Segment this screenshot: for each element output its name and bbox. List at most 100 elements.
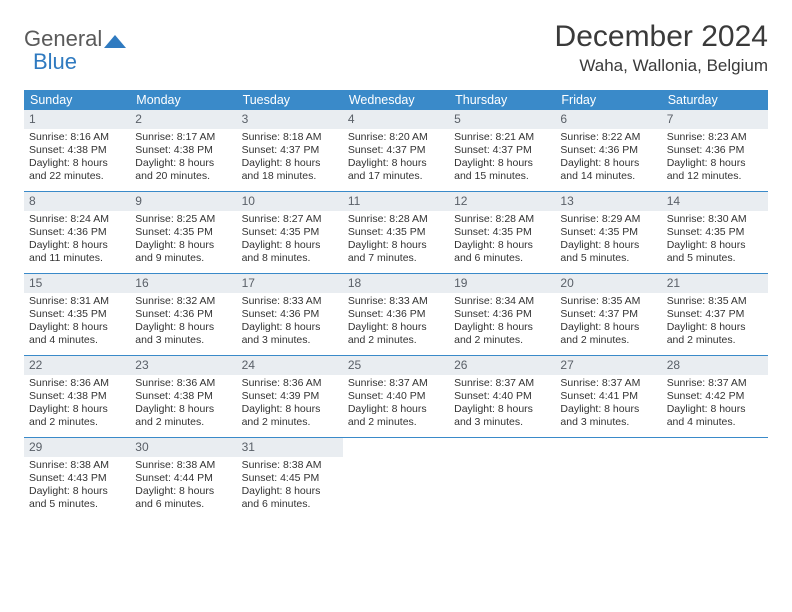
day-number: 18 (343, 274, 449, 293)
day-cell: 1Sunrise: 8:16 AMSunset: 4:38 PMDaylight… (24, 110, 130, 191)
day-body: Sunrise: 8:37 AMSunset: 4:40 PMDaylight:… (343, 377, 449, 434)
weeks-container: 1Sunrise: 8:16 AMSunset: 4:38 PMDaylight… (24, 110, 768, 520)
day-sunrise: Sunrise: 8:27 AM (242, 213, 338, 226)
day-cell: 26Sunrise: 8:37 AMSunset: 4:40 PMDayligh… (449, 356, 555, 437)
day-cell: 23Sunrise: 8:36 AMSunset: 4:38 PMDayligh… (130, 356, 236, 437)
day-sunrise: Sunrise: 8:32 AM (135, 295, 231, 308)
day-dl1: Daylight: 8 hours (29, 239, 125, 252)
day-body: Sunrise: 8:34 AMSunset: 4:36 PMDaylight:… (449, 295, 555, 352)
day-dl1: Daylight: 8 hours (560, 403, 656, 416)
day-dl1: Daylight: 8 hours (135, 321, 231, 334)
day-number: 21 (662, 274, 768, 293)
day-body: Sunrise: 8:38 AMSunset: 4:44 PMDaylight:… (130, 459, 236, 516)
day-cell: 3Sunrise: 8:18 AMSunset: 4:37 PMDaylight… (237, 110, 343, 191)
day-number: 11 (343, 192, 449, 211)
day-number: 2 (130, 110, 236, 129)
day-cell: 29Sunrise: 8:38 AMSunset: 4:43 PMDayligh… (24, 438, 130, 520)
day-cell: 10Sunrise: 8:27 AMSunset: 4:35 PMDayligh… (237, 192, 343, 273)
day-dl1: Daylight: 8 hours (135, 485, 231, 498)
day-dl1: Daylight: 8 hours (135, 403, 231, 416)
day-dl2: and 5 minutes. (29, 498, 125, 511)
day-cell: 27Sunrise: 8:37 AMSunset: 4:41 PMDayligh… (555, 356, 661, 437)
day-dl2: and 4 minutes. (667, 416, 763, 429)
day-sunrise: Sunrise: 8:37 AM (560, 377, 656, 390)
day-number: 30 (130, 438, 236, 457)
day-dl2: and 18 minutes. (242, 170, 338, 183)
day-dl1: Daylight: 8 hours (29, 403, 125, 416)
day-body: Sunrise: 8:29 AMSunset: 4:35 PMDaylight:… (555, 213, 661, 270)
day-sunset: Sunset: 4:36 PM (29, 226, 125, 239)
day-dl2: and 3 minutes. (454, 416, 550, 429)
dayhead-wed: Wednesday (343, 90, 449, 110)
day-number: 20 (555, 274, 661, 293)
day-cell (662, 438, 768, 520)
day-body: Sunrise: 8:23 AMSunset: 4:36 PMDaylight:… (662, 131, 768, 188)
day-cell: 11 Sunrise: 8:28 AMSunset: 4:35 PMDayligh… (343, 192, 449, 273)
day-number: 28 (662, 356, 768, 375)
week-row: 8Sunrise: 8:24 AMSunset: 4:36 PMDaylight… (24, 192, 768, 274)
week-row: 22Sunrise: 8:36 AMSunset: 4:38 PMDayligh… (24, 356, 768, 438)
day-sunrise: Sunrise: 8:24 AM (29, 213, 125, 226)
day-dl1: Daylight: 8 hours (242, 321, 338, 334)
day-dl2: and 2 minutes. (29, 416, 125, 429)
day-dl1: Daylight: 8 hours (29, 321, 125, 334)
day-dl1: Daylight: 8 hours (242, 239, 338, 252)
day-cell: 4 Sunrise: 8:20 AMSunset: 4:37 PMDaylight… (343, 110, 449, 191)
day-dl1: Daylight: 8 hours (29, 485, 125, 498)
day-dl1: Daylight: 8 hours (454, 321, 550, 334)
day-number: 7 (662, 110, 768, 129)
day-sunset: Sunset: 4:37 PM (242, 144, 338, 157)
day-body: Sunrise: 8:37 AMSunset: 4:41 PMDaylight:… (555, 377, 661, 434)
day-number: 4 (343, 110, 449, 129)
day-sunset: Sunset: 4:36 PM (667, 144, 763, 157)
day-number: 23 (130, 356, 236, 375)
day-cell: 24Sunrise: 8:36 AMSunset: 4:39 PMDayligh… (237, 356, 343, 437)
day-cell: 15Sunrise: 8:31 AMSunset: 4:35 PMDayligh… (24, 274, 130, 355)
day-number: 9 (130, 192, 236, 211)
day-body: Sunrise: 8:38 AMSunset: 4:45 PMDaylight:… (237, 459, 343, 516)
title-block: December 2024 Waha, Wallonia, Belgium (555, 20, 768, 76)
week-row: 29Sunrise: 8:38 AMSunset: 4:43 PMDayligh… (24, 438, 768, 520)
day-cell: 28 Sunrise: 8:37 AMSunset: 4:42 PMDayligh… (662, 356, 768, 437)
day-cell: 19Sunrise: 8:34 AMSunset: 4:36 PMDayligh… (449, 274, 555, 355)
day-sunrise: Sunrise: 8:33 AM (242, 295, 338, 308)
day-sunset: Sunset: 4:36 PM (242, 308, 338, 321)
day-body: Sunrise: 8:31 AMSunset: 4:35 PMDaylight:… (24, 295, 130, 352)
day-dl2: and 2 minutes. (348, 334, 444, 347)
day-sunrise: Sunrise: 8:38 AM (135, 459, 231, 472)
day-dl1: Daylight: 8 hours (29, 157, 125, 170)
day-sunrise: Sunrise: 8:35 AM (667, 295, 763, 308)
header: General December 2024 Waha, Wallonia, Be… (24, 20, 768, 76)
day-dl2: and 2 minutes. (560, 334, 656, 347)
day-sunset: Sunset: 4:36 PM (135, 308, 231, 321)
month-title: December 2024 (555, 20, 768, 54)
day-sunrise: Sunrise: 8:28 AM (348, 213, 444, 226)
day-dl1: Daylight: 8 hours (242, 157, 338, 170)
day-dl1: Daylight: 8 hours (560, 157, 656, 170)
day-dl2: and 14 minutes. (560, 170, 656, 183)
day-number: 29 (24, 438, 130, 457)
day-cell: 21Sunrise: 8:35 AMSunset: 4:37 PMDayligh… (662, 274, 768, 355)
week-row: 1Sunrise: 8:16 AMSunset: 4:38 PMDaylight… (24, 110, 768, 192)
day-cell: 14Sunrise: 8:30 AMSunset: 4:35 PMDayligh… (662, 192, 768, 273)
day-sunrise: Sunrise: 8:35 AM (560, 295, 656, 308)
day-cell: 9Sunrise: 8:25 AMSunset: 4:35 PMDaylight… (130, 192, 236, 273)
day-body: Sunrise: 8:30 AMSunset: 4:35 PMDaylight:… (662, 213, 768, 270)
day-cell: 13Sunrise: 8:29 AMSunset: 4:35 PMDayligh… (555, 192, 661, 273)
day-body: Sunrise: 8:37 AMSunset: 4:42 PMDaylight:… (662, 377, 768, 434)
dayhead-mon: Monday (130, 90, 236, 110)
day-body: Sunrise: 8:36 AMSunset: 4:38 PMDaylight:… (24, 377, 130, 434)
day-dl2: and 2 minutes. (454, 334, 550, 347)
day-sunset: Sunset: 4:45 PM (242, 472, 338, 485)
day-body: Sunrise: 8:20 AMSunset: 4:37 PMDaylight:… (343, 131, 449, 188)
day-dl2: and 5 minutes. (560, 252, 656, 265)
day-body: Sunrise: 8:28 AMSunset: 4:35 PMDaylight:… (449, 213, 555, 270)
day-sunset: Sunset: 4:35 PM (29, 308, 125, 321)
day-sunrise: Sunrise: 8:33 AM (348, 295, 444, 308)
day-dl1: Daylight: 8 hours (667, 403, 763, 416)
day-body: Sunrise: 8:28 AMSunset: 4:35 PMDaylight:… (343, 213, 449, 270)
day-dl1: Daylight: 8 hours (242, 403, 338, 416)
day-cell: 22Sunrise: 8:36 AMSunset: 4:38 PMDayligh… (24, 356, 130, 437)
day-sunrise: Sunrise: 8:30 AM (667, 213, 763, 226)
day-dl2: and 6 minutes. (454, 252, 550, 265)
